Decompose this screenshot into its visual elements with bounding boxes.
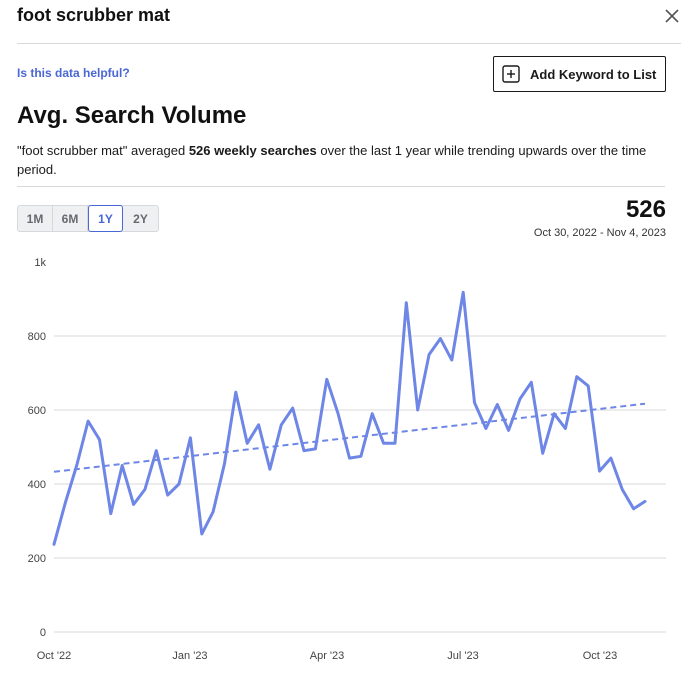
x-tick-label: Oct '23 <box>583 650 618 662</box>
x-tick-label: Jan '23 <box>172 650 207 662</box>
y-tick-label: 800 <box>28 331 46 343</box>
section-description: "foot scrubber mat" averaged 526 weekly … <box>17 141 667 179</box>
summary-date-range: Oct 30, 2022 - Nov 4, 2023 <box>533 227 666 239</box>
series-line <box>52 290 647 546</box>
y-tick-label: 0 <box>40 627 46 639</box>
description-text: over the last 1 year while trending upwa… <box>17 143 647 177</box>
plus-square-icon <box>502 65 520 83</box>
section-title: Avg. Search Volume <box>17 102 247 129</box>
trend-line <box>53 402 646 473</box>
x-tick-label: Oct '22 <box>37 650 72 662</box>
range-tabs: 1M 6M 1Y 2Y <box>17 205 159 232</box>
description-text: "foot scrubber mat" averaged <box>17 143 189 158</box>
close-icon <box>665 9 679 23</box>
summary-value: 526 <box>625 196 666 223</box>
close-button[interactable] <box>662 6 682 26</box>
tab-1y[interactable]: 1Y <box>88 205 123 232</box>
description-highlight: 526 weekly searches <box>188 143 317 158</box>
section-divider <box>17 186 665 187</box>
x-tick-label: Jul '23 <box>447 650 478 662</box>
y-tick-label: 1k <box>34 257 46 269</box>
helpful-link[interactable]: Is this data helpful? <box>17 66 130 80</box>
x-tick-label: Apr '23 <box>310 650 345 662</box>
tab-2y[interactable]: 2Y <box>133 211 148 226</box>
y-tick-label: 200 <box>28 553 46 565</box>
tab-1m[interactable]: 1M <box>18 206 53 231</box>
header-divider <box>17 43 681 44</box>
y-tick-label: 600 <box>28 405 46 417</box>
y-tick-label: 400 <box>28 479 46 491</box>
add-keyword-label: Add Keyword to List <box>530 66 657 82</box>
add-keyword-button[interactable]: Add Keyword to List <box>493 56 666 92</box>
page-title: foot scrubber mat <box>17 5 171 25</box>
tab-6m[interactable]: 6M <box>53 206 88 231</box>
